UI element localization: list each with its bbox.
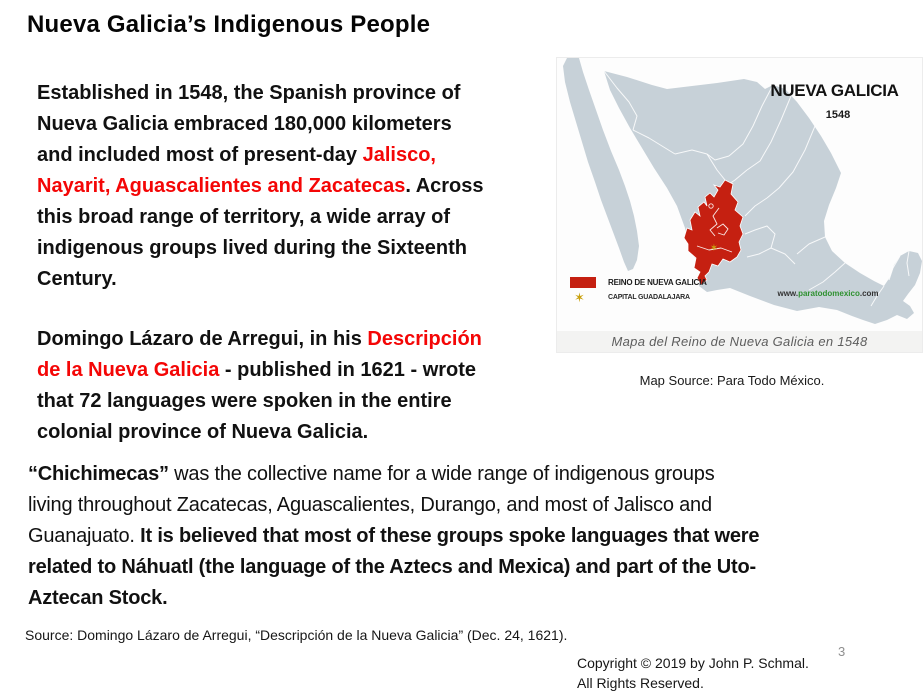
map-watermark: www.paratodomexico.com	[742, 289, 914, 298]
nueva-galicia-region	[683, 179, 744, 286]
map-figure: ✶ NUEVA GALICIA 1548 REINO DE NUEVA GALI…	[556, 57, 923, 353]
legend-label-reino: REINO DE NUEVA GALICIA	[608, 278, 707, 287]
map-legend: REINO DE NUEVA GALICIA ✶ CAPITAL GUADALA…	[570, 277, 707, 307]
page-title: Nueva Galicia’s Indigenous People	[27, 11, 431, 38]
legend-row-reino: REINO DE NUEVA GALICIA	[570, 277, 707, 288]
baja-california-peninsula	[563, 58, 639, 271]
watermark-www: www.	[777, 289, 799, 298]
legend-row-capital: ✶ CAPITAL GUADALAJARA	[570, 290, 707, 305]
legend-label-capital: CAPITAL GUADALAJARA	[608, 294, 690, 301]
watermark-domain: paratodomexico	[798, 289, 860, 298]
state-borders	[603, 70, 910, 307]
paragraph-arregui: Domingo Lázaro de Arregui, in his Descri…	[37, 328, 482, 443]
map-caption: Mapa del Reino de Nueva Galicia en 1548	[557, 331, 922, 352]
paragraph-established-1548: Established in 1548, the Spanish provinc…	[37, 82, 484, 290]
watermark-com: .com	[859, 289, 879, 298]
legend-red-swatch	[570, 277, 596, 288]
legend-star-icon: ✶	[574, 290, 585, 305]
source-citation: Source: Domingo Lázaro de Arregui, “Desc…	[25, 627, 568, 643]
map-title-label: NUEVA GALICIA	[770, 81, 899, 100]
region-internal-borders	[696, 203, 733, 253]
map-year-label: 1548	[825, 109, 851, 121]
map-source-note: Map Source: Para Todo México.	[639, 373, 825, 388]
copyright-line-2: All Rights Reserved.	[577, 675, 704, 691]
page-number: 3	[838, 644, 846, 659]
mexico-landmass	[604, 71, 922, 324]
mexico-map: ✶	[563, 58, 922, 324]
copyright-note: Copyright © 2019 by John P. Schmal. All …	[577, 653, 809, 693]
copyright-line-1: Copyright © 2019 by John P. Schmal.	[577, 655, 809, 671]
guadalajara-star-icon: ✶	[710, 243, 718, 254]
paragraph-chichimecas: “Chichimecas” was the collective name fo…	[28, 463, 760, 609]
